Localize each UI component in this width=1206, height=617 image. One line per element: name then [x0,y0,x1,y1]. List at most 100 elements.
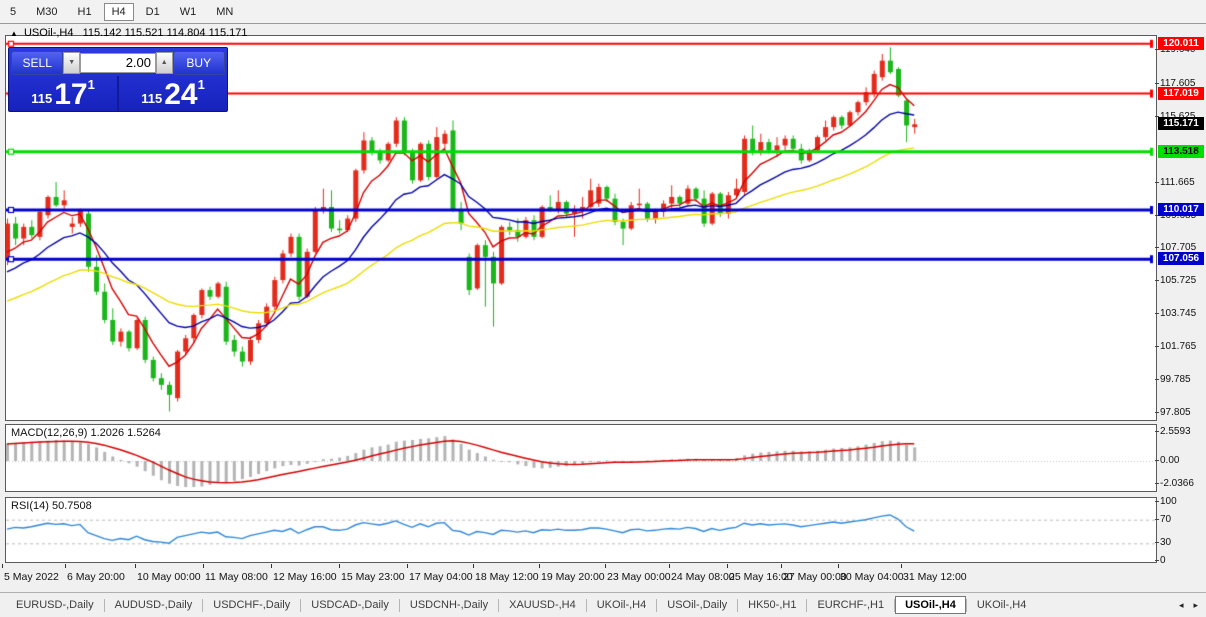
tabs-scroll-right-icon[interactable]: ▸ [1193,599,1198,610]
time-tick-label: 5 May 2022 [4,571,59,583]
buy-button[interactable]: BUY [172,50,225,75]
buy-price-prefix: 115 [141,91,163,106]
rsi-tick-label: 100 [1155,496,1177,507]
macd-indicator-panel [5,424,1157,492]
amount-increase-button[interactable]: ▲ [156,51,173,74]
time-tick-label: 25 May 16:00 [729,571,793,583]
chart-ohlc-values: 115.142 115.521 114.804 115.171 [82,27,248,39]
sell-price-prefix: 115 [31,91,53,106]
chart-tab-eurusd-daily[interactable]: EURUSD-,Daily [16,599,94,611]
timeframe-button-H1[interactable]: H1 [77,5,92,18]
tab-divider [656,598,658,612]
chart-tab-usoil-daily[interactable]: USOil-,Daily [667,599,728,611]
chart-tab-usdcnh-daily[interactable]: USDCNH-,Daily [409,599,489,611]
level-price-badge[interactable]: 120.011 [1158,36,1204,50]
timeframe-button-M30[interactable]: M30 [36,5,58,18]
time-tick [271,564,272,568]
time-tick-label: 23 May 00:00 [607,571,671,583]
chart-symbol-label: USOil-,H4 [23,27,74,39]
time-tick-label: 18 May 12:00 [475,571,539,583]
macd-canvas[interactable] [6,425,1156,491]
macd-tick-label: 2.5593 [1155,426,1191,438]
amount-decrease-button[interactable]: ▼ [63,51,80,74]
tab-divider [585,598,587,612]
timeframe-button-W1[interactable]: W1 [179,5,197,18]
chart-tab-usdchf-daily[interactable]: USDCHF-,Daily [213,599,291,611]
time-tick-label: 10 May 00:00 [137,571,201,583]
time-tick [407,564,408,568]
chart-tab-xauusd-h4[interactable]: XAUUSD-,H4 [509,599,576,611]
time-tick-label: 24 May 08:00 [671,571,735,583]
time-tick [473,564,474,568]
level-price-badge[interactable]: 110.017 [1158,202,1204,216]
tab-divider [965,598,967,612]
tab-divider [737,598,739,612]
chart-tab-ukoil-h4[interactable]: UKOil-,H4 [596,599,647,611]
rsi-tick-label: 30 [1154,537,1172,549]
tabs-scroll-left-icon[interactable]: ◂ [1178,599,1184,610]
chart-tab-usdcad-daily[interactable]: USDCAD-,Daily [311,599,389,611]
chart-tab-audusd-daily[interactable]: AUDUSD-,Daily [114,599,193,611]
chart-tab-eurchf-h1[interactable]: EURCHF-,H1 [817,599,885,611]
time-tick [669,564,670,568]
price-tick-label: 103.745 [1154,308,1197,320]
time-tick-label: 30 May 04:00 [840,571,904,583]
timeframe-toolbar: 5 M30 H1 H4 D1 W1 MN [0,0,1206,24]
macd-tick-label: 0.00 [1154,455,1180,466]
tab-divider [398,598,400,612]
price-tick-label: 99.785 [1155,374,1191,386]
time-tick [2,564,3,568]
timeframe-button-D1[interactable]: D1 [145,5,160,18]
chart-tab-usoil-h4[interactable]: USOil-,H4 [895,596,966,614]
tab-divider [894,598,896,612]
trade-amount-input[interactable] [80,52,156,73]
price-tick-label: 101.765 [1154,341,1197,353]
buy-price-sup: 1 [197,77,205,92]
price-tick-label: 111.665 [1155,176,1195,188]
level-price-badge[interactable]: 107.056 [1158,252,1204,266]
tab-divider [103,598,105,612]
time-tick-label: 6 May 20:00 [67,571,125,583]
time-tick [605,564,606,568]
buy-price-big: 24 [164,78,198,111]
time-tick [838,564,839,568]
price-tick-label: 117.605 [1154,77,1196,89]
timeframe-button-H4[interactable]: H4 [103,2,134,21]
macd-tick-label: -2.0366 [1155,478,1194,490]
level-price-badge[interactable]: 117.019 [1158,86,1204,100]
buy-price-display[interactable]: 115 24 1 [119,76,227,111]
time-tick [203,564,204,568]
sell-price-display[interactable]: 115 17 1 [9,76,117,111]
chart-tab-bar: EURUSD-,Daily AUDUSD-,Daily USDCHF-,Daily U… [0,592,1206,617]
time-tick-label: 27 May 00:00 [783,571,847,583]
price-tick-label: 115.625 [1154,110,1196,122]
rsi-tick-label: 70 [1154,513,1172,525]
collapse-triangle-icon[interactable]: ▲ [10,29,18,38]
sell-price-sup: 1 [87,77,95,92]
tab-divider [498,598,500,612]
chart-title: ▲ USOil-,H4 115.142 115.521 114.804 115.… [10,27,248,39]
timeframe-button-5[interactable]: 5 [10,5,17,18]
timeframe-button-MN[interactable]: MN [216,5,234,18]
sell-button[interactable]: SELL [11,50,64,75]
time-tick-label: 15 May 23:00 [341,571,405,583]
time-tick [135,564,136,568]
time-tick-label: 19 May 20:00 [541,571,605,583]
time-tick [781,564,782,568]
chart-tab-hk50-h1[interactable]: HK50-,H1 [748,599,797,611]
time-tick [65,564,66,568]
rsi-canvas[interactable] [6,498,1156,562]
sell-price-big: 17 [54,78,88,111]
current-price-badge: 115.171 [1158,117,1204,131]
chart-tab-ukoil-h4[interactable]: UKOil-,H4 [976,599,1027,611]
price-tick-label: 107.705 [1154,242,1197,254]
time-tick [901,564,902,568]
tab-divider [202,598,204,612]
tab-divider [300,598,302,612]
time-tick-label: 31 May 12:00 [903,571,967,583]
tab-divider [806,598,808,612]
time-tick [727,564,728,568]
level-price-badge[interactable]: 113.518 [1158,144,1204,158]
time-tick-label: 17 May 04:00 [409,571,473,583]
